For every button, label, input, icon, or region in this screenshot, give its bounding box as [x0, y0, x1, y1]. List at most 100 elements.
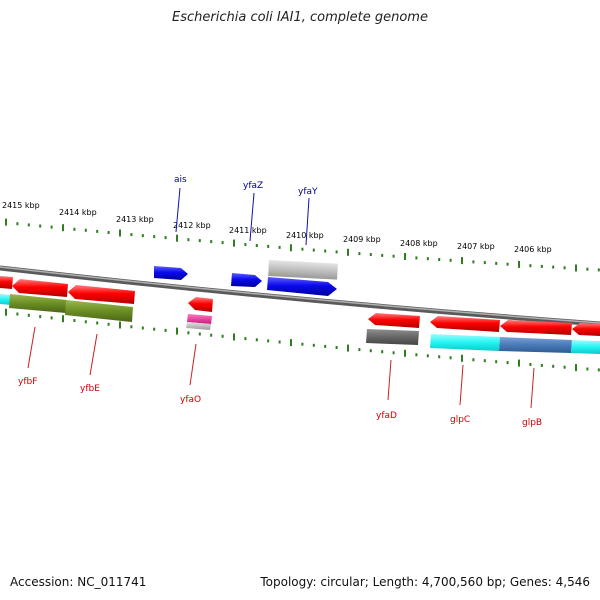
tick-label: 2406 kbp	[514, 245, 552, 254]
tick-minor	[369, 349, 372, 353]
tick-minor	[130, 233, 133, 237]
tick-minor	[210, 240, 213, 244]
gene-yfaD[interactable]	[368, 313, 420, 328]
tick-minor	[392, 254, 395, 258]
tick-major	[575, 364, 577, 372]
tick-minor	[597, 268, 600, 272]
gene-label-glpC: glpC	[450, 415, 470, 425]
gene-label-yfaO: yfaO	[180, 395, 201, 405]
inner-tick-track	[5, 308, 600, 372]
feature-olive-yfbE[interactable]	[65, 300, 133, 322]
tick-minor	[221, 334, 224, 338]
genome-backbone	[0, 265, 600, 327]
gene-label-glpB: glpB	[522, 418, 542, 428]
tick-minor	[153, 235, 156, 239]
tick-minor	[449, 258, 452, 262]
tick-minor	[141, 326, 144, 330]
tick-minor	[540, 264, 543, 268]
feature-steel-glpB[interactable]	[499, 337, 572, 353]
tick-minor	[483, 261, 486, 265]
tick-minor	[39, 224, 42, 228]
outer-tick-track	[5, 218, 600, 272]
tick-major	[404, 349, 406, 357]
tick-minor	[495, 360, 498, 364]
tick-major	[233, 333, 235, 341]
tick-label: 2408 kbp	[400, 239, 438, 248]
gene-partial-right[interactable]	[572, 323, 600, 336]
gene-yfaZ[interactable]	[231, 273, 262, 287]
genome-summary-text: Topology: circular; Length: 4,700,560 bp…	[260, 575, 590, 589]
feature-pink-yfaO[interactable]	[187, 314, 212, 324]
tick-label: 2415 kbp	[2, 201, 40, 210]
feature-cyan-glpC[interactable]	[430, 334, 500, 351]
gene-label-yfaY: yfaY	[298, 187, 318, 197]
tick-minor	[130, 325, 133, 329]
tick-minor	[198, 239, 201, 243]
gene-glpC[interactable]	[430, 316, 500, 332]
tick-minor	[27, 223, 30, 227]
tick-minor	[335, 250, 338, 254]
tick-major	[5, 308, 7, 316]
tick-label: 2410 kbp	[286, 231, 324, 240]
tick-major	[461, 354, 463, 362]
tick-minor	[552, 265, 555, 269]
gene-cds-gray[interactable]	[268, 260, 338, 280]
tick-minor	[472, 260, 475, 264]
tick-minor	[210, 333, 213, 337]
feature-cyan-right[interactable]	[571, 340, 600, 354]
tick-major	[518, 359, 520, 367]
tick-minor	[472, 358, 475, 362]
tick-minor	[358, 348, 361, 352]
gene-yfaY[interactable]	[267, 277, 337, 296]
tick-minor	[381, 350, 384, 354]
tick-minor	[301, 247, 304, 251]
tick-minor	[187, 238, 190, 242]
tick-minor	[107, 322, 110, 326]
tick-major	[176, 234, 178, 242]
tick-major	[233, 239, 235, 247]
tick-minor	[255, 338, 258, 342]
tick-major	[290, 339, 292, 347]
tick-label: 2409 kbp	[343, 235, 381, 244]
tick-minor	[187, 331, 190, 335]
tick-minor	[164, 328, 167, 332]
tick-minor	[415, 256, 418, 260]
gene-partial-left[interactable]	[0, 276, 13, 289]
tick-minor	[381, 253, 384, 257]
tick-minor	[426, 354, 429, 358]
gene-glpB[interactable]	[500, 320, 572, 335]
gene-label-yfbF: yfbF	[18, 377, 37, 387]
feature-track	[0, 294, 600, 354]
tick-minor	[96, 321, 99, 325]
gene-yfbF[interactable]	[12, 279, 68, 297]
tick-minor	[153, 327, 156, 331]
tick-minor	[50, 316, 53, 320]
tick-major	[119, 321, 121, 329]
reverse-gene-track	[0, 276, 600, 336]
figure-title: Escherichia coli IAI1, complete genome	[172, 10, 428, 25]
gene-label-ais: ais	[174, 175, 187, 185]
tick-minor	[73, 319, 76, 322]
gene-ais[interactable]	[154, 266, 188, 280]
tick-minor	[586, 267, 589, 271]
tick-minor	[39, 315, 42, 319]
tick-major	[461, 257, 463, 265]
feature-gray-yfaO[interactable]	[186, 322, 211, 330]
feature-dark-yfaD[interactable]	[366, 329, 419, 345]
accession-text: Accession: NC_011741	[10, 575, 147, 589]
tick-minor	[529, 363, 532, 366]
feature-olive-yfbF[interactable]	[9, 294, 67, 313]
tick-major	[575, 264, 577, 272]
tick-minor	[107, 231, 110, 234]
tick-minor	[198, 332, 201, 336]
tick-major	[518, 260, 520, 268]
reverse-leaders	[27, 326, 535, 409]
feature-cyan-left[interactable]	[0, 294, 12, 305]
gene-yfaO[interactable]	[188, 297, 213, 312]
tick-minor	[255, 244, 258, 247]
tick-minor	[449, 356, 452, 360]
tick-minor	[529, 264, 532, 268]
gene-yfbE[interactable]	[68, 285, 135, 304]
